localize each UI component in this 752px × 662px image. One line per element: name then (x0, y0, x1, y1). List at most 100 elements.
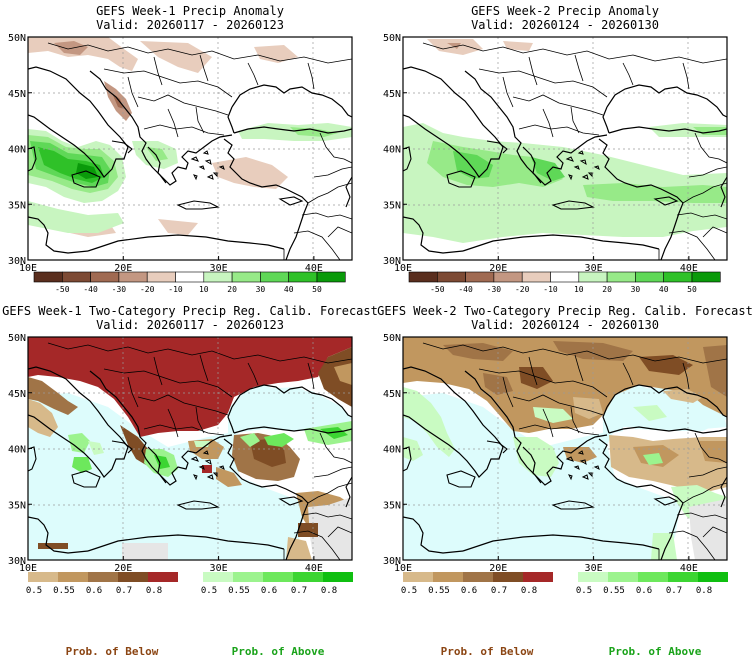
colorbar-tick-label: 0.55 (53, 586, 75, 596)
colorbar-box (465, 271, 495, 283)
colorbar-tick-label: 20 (602, 285, 612, 294)
colorbar-box (493, 572, 523, 582)
lat-tick-label: 35N (383, 200, 401, 211)
colorbar-tick-label: 0.6 (86, 586, 102, 596)
colorbar-tick-label: -40 (458, 285, 473, 294)
lon-tick-label: 30E (585, 263, 603, 274)
legend-prob-below-right: Prob. of Below (441, 645, 534, 658)
colorbar-box (175, 271, 205, 283)
colorbar-box (33, 271, 63, 283)
lon-tick-label: 10E (19, 263, 37, 274)
lon-tick-label: 30E (585, 563, 603, 574)
panel-valid: Valid: 20260117 - 20260123 (96, 18, 284, 32)
colorbar-tick-label: -50 (430, 285, 445, 294)
lon-tick-label: 40E (305, 563, 323, 574)
legend-prob-below-left: Prob. of Below (66, 645, 159, 658)
lon-tick-label: 10E (19, 563, 37, 574)
colorbar-box (118, 572, 148, 582)
lat-tick-label: 40N (8, 445, 26, 456)
colorbar-tick-label: -40 (83, 285, 98, 294)
anomaly-colorbar: -50 -40 -30 -20 -10 10 20 30 40 50 (33, 271, 346, 294)
lat-tick-label: 30N (383, 256, 401, 267)
colorbar-tick-label: 0.55 (428, 586, 450, 596)
colorbar-tick-label: 0.7 (291, 586, 307, 596)
colorbar-box (408, 271, 438, 283)
colorbar-box (635, 271, 665, 283)
colorbar-box (231, 271, 261, 283)
colorbar-box (88, 572, 118, 582)
colorbar-box (203, 271, 233, 283)
probability-field (403, 337, 727, 560)
lon-tick-label: 40E (680, 563, 698, 574)
colorbar-tick-label: -30 (487, 285, 502, 294)
lon-tick-label: 10E (394, 263, 412, 274)
probability-field (28, 337, 352, 560)
colorbar-tick-label: 40 (659, 285, 669, 294)
colorbar-box (233, 572, 263, 582)
lon-tick-label: 10E (394, 563, 412, 574)
anomaly-field (403, 37, 727, 260)
panel-valid: Valid: 20260117 - 20260123 (96, 318, 284, 332)
colorbar-box (203, 572, 233, 582)
panel-title: GEFS Week-2 Precip Anomaly (471, 4, 659, 18)
colorbar-box (260, 271, 289, 283)
lat-tick-label: 35N (8, 500, 26, 511)
anomaly-field (28, 37, 352, 260)
colorbar-box (691, 271, 721, 283)
lat-tick-label: 50N (8, 333, 26, 344)
lon-tick-label: 40E (305, 263, 323, 274)
lat-tick-label: 40N (8, 145, 26, 156)
colorbar-tick-label: 0.8 (146, 586, 162, 596)
anomaly-colorbar: -50 -40 -30 -20 -10 10 20 30 40 50 (408, 271, 721, 294)
colorbar-tick-label: 0.8 (696, 586, 712, 596)
colorbar-tick-label: 0.6 (636, 586, 652, 596)
colorbar-tick-label: 0.55 (228, 586, 250, 596)
colorbar-tick-label: 0.5 (576, 586, 592, 596)
colorbar-tick-label: -20 (515, 285, 530, 294)
colorbar-box (550, 271, 580, 283)
lat-tick-label: 50N (383, 333, 401, 344)
panel-title: GEFS Week-1 Precip Anomaly (96, 4, 284, 18)
legend-prob-above-left: Prob. of Above (232, 645, 325, 658)
colorbar-tick-label: 50 (312, 285, 322, 294)
colorbar-box (316, 271, 346, 283)
colorbar-box (146, 271, 176, 283)
legend-prob-above-right: Prob. of Above (609, 645, 702, 658)
colorbar-tick-label: 0.8 (521, 586, 537, 596)
colorbar-tick-label: 0.8 (321, 586, 337, 596)
colorbar-tick-label: -30 (112, 285, 127, 294)
lon-tick-label: 40E (680, 263, 698, 274)
lat-tick-label: 50N (8, 33, 26, 44)
colorbar-box (463, 572, 493, 582)
colorbar-tick-label: -50 (55, 285, 70, 294)
panel-title: GEFS Week-1 Two-Category Precip Reg. Cal… (2, 304, 378, 318)
colorbar-tick-label: 0.7 (666, 586, 682, 596)
colorbar-box (148, 572, 178, 582)
colorbar-tick-label: -10 (543, 285, 558, 294)
colorbar-box (668, 572, 698, 582)
lat-tick-label: 30N (8, 556, 26, 567)
panel-valid: Valid: 20260124 - 20260130 (471, 318, 659, 332)
colorbar-box (663, 271, 693, 283)
colorbar-tick-label: 0.6 (261, 586, 277, 596)
colorbar-box (28, 572, 58, 582)
colorbar-box (523, 572, 553, 582)
colorbar-box (90, 271, 120, 283)
lat-tick-label: 35N (8, 200, 26, 211)
colorbar-box (118, 271, 148, 283)
colorbar-box (263, 572, 293, 582)
colorbar-box (433, 572, 463, 582)
colorbar-tick-label: 30 (256, 285, 266, 294)
colorbar-box (58, 572, 88, 582)
lat-tick-label: 35N (383, 500, 401, 511)
lat-tick-label: 50N (383, 33, 401, 44)
colorbar-tick-label: 0.5 (26, 586, 42, 596)
lon-tick-label: 20E (489, 263, 507, 274)
colorbar-box (606, 271, 636, 283)
colorbar-tick-label: 0.6 (461, 586, 477, 596)
colorbar-tick-label: 20 (227, 285, 237, 294)
